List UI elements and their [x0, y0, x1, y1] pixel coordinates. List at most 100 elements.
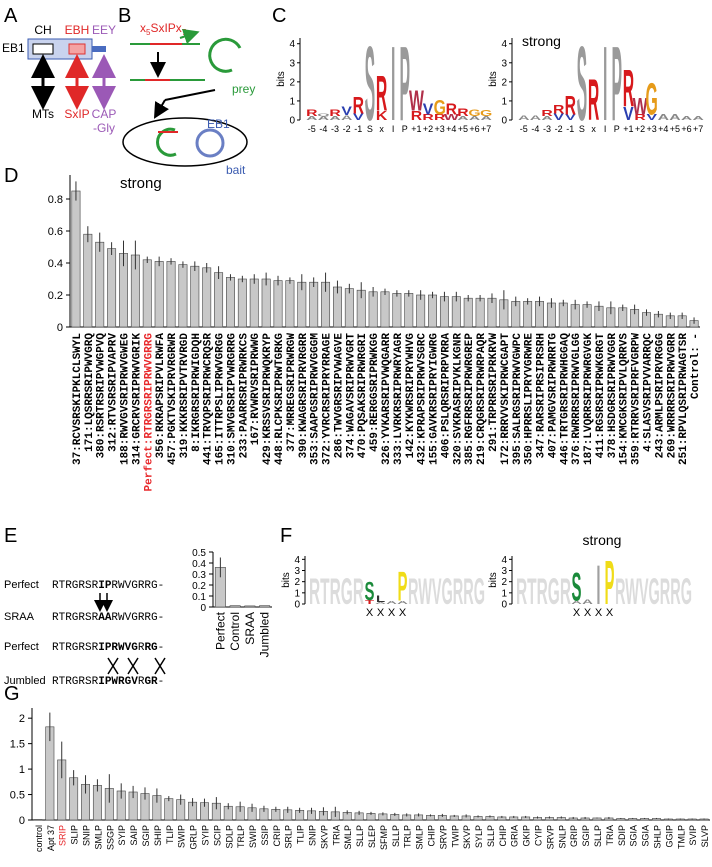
y-tick-label: 0.2: [48, 290, 63, 302]
y-tick-label: 0: [200, 603, 206, 614]
sequence-part: RWVGRRG-: [111, 612, 164, 624]
background-sequence: RWVGRRG: [615, 570, 692, 612]
bar: [368, 291, 378, 328]
position-label: +3: [435, 124, 445, 134]
position-label: I: [604, 124, 607, 134]
position-label: -1: [354, 124, 362, 134]
x-tick-label: GGIP: [664, 825, 674, 848]
logo-letter: S: [365, 577, 375, 607]
x-tick-label: SWIP: [177, 825, 187, 848]
ebh-domain: [68, 43, 86, 55]
logo-letter: I: [596, 553, 600, 616]
x-tick-label: 353:SAAPGSRIPRWVGGGM: [310, 333, 322, 465]
sequence-part: R: [138, 642, 145, 654]
sequence: RTRGRSRIPRWVGRRG-: [52, 580, 164, 592]
y-tick-label: 0: [289, 116, 295, 127]
logo-letter: V: [341, 104, 352, 118]
x-tick-label: SKVP: [462, 825, 472, 849]
x-tick-label: SRVP: [545, 825, 555, 849]
bar: [244, 605, 256, 608]
logo-letter: A: [681, 115, 693, 121]
logo-letter: R: [376, 65, 387, 122]
bait-label: bait: [226, 163, 246, 177]
x-tick-label: 320:SVKRASRIPVKLKGNR: [452, 333, 464, 465]
mutation-marks: [94, 593, 166, 675]
logo-letter: R: [411, 109, 423, 124]
x-tick-label: SLVP: [700, 825, 710, 847]
x-tick-label: 319:KKKRSRIPVTRVRGD: [179, 333, 191, 459]
x-tick-label: 188:RWVGVSRIPRWVGWEG: [119, 333, 131, 465]
y-tick-label: 4: [294, 555, 300, 566]
x-tick-label: SCIP: [212, 825, 222, 846]
x-tick-label: TRLP: [403, 825, 413, 848]
x-tick-label: 314:GRCRVSRIPRWVGRIK: [131, 333, 143, 465]
bar: [392, 293, 402, 328]
y-tick-label: 0: [294, 600, 300, 611]
x-tick-label: TLIP: [296, 825, 306, 844]
logo-letter: R: [588, 68, 599, 134]
x-tick-label: SGIP: [141, 825, 151, 847]
chart-title: strong: [120, 175, 162, 192]
x-tick-label: 380:RSRTRSRIPVWGPVQ: [96, 333, 108, 459]
position-label: +7: [481, 124, 491, 134]
x-tick-label: TRLP: [236, 825, 246, 848]
x-tick-label: 406:PSLQRSRIPRPVRRA: [440, 333, 452, 459]
bar: [475, 297, 485, 328]
x-tick-label: Perfect:RTRGRSRIPRWVGRRG: [143, 333, 155, 492]
x-tick-label: 372:YVRCRSRIPRYRRAGE: [322, 333, 334, 465]
bait-protein: EB1: [207, 117, 230, 131]
x-tick-label: 470:PQSAKSRIPRWRGRI: [357, 333, 369, 458]
x-tick-label: SRLP: [284, 825, 294, 849]
position-label: +2: [423, 124, 433, 134]
panel-label: F: [280, 525, 292, 547]
logo-letter: A: [571, 600, 582, 605]
y-tick-label: 0.8: [48, 194, 63, 206]
x-tick-label: Jumbled: [258, 612, 272, 657]
x-tick-label: 333:LVRKRSRIPRWRYAGR: [393, 333, 405, 465]
x-tick-label: SLLP: [391, 825, 401, 847]
sequence-part: R: [138, 676, 145, 688]
x-tick-label: SLLP: [486, 825, 496, 847]
logo-letter: V: [353, 111, 364, 122]
bar: [380, 291, 390, 328]
x-tick-label: 251:RPVLQSRIPRWAGTSR: [678, 333, 690, 465]
x-tick-label: SRVP: [438, 825, 448, 849]
partner-label: MTs: [32, 107, 54, 121]
panel-label: A: [4, 5, 18, 27]
logo-letter: R: [565, 90, 577, 120]
y-tick-label: 0: [19, 815, 25, 827]
y-tick-label: 2: [294, 577, 300, 588]
position-label: +3: [647, 124, 657, 134]
y-tick-label: 4: [501, 555, 507, 566]
logo-letter: R: [623, 61, 634, 119]
x-tick-label: SNIP: [308, 825, 318, 846]
x-tick-label: 187:LVQRRSRIPRWRGVGK: [583, 333, 595, 465]
prey-label: prey: [232, 82, 255, 96]
bar: [261, 278, 271, 328]
y-tick-label: 1: [501, 588, 507, 599]
sequence-part: -: [158, 676, 165, 688]
logo-letter: V: [423, 101, 434, 118]
x-tick-label: SFMP: [379, 825, 389, 850]
position-label: -4: [531, 124, 539, 134]
x-tick-label: TWIP: [450, 825, 460, 848]
bar: [582, 304, 592, 328]
x-tick-label: CYIP: [534, 825, 544, 846]
bar: [558, 302, 568, 328]
y-tick-label: 3: [501, 566, 507, 577]
x-tick-label: 390:KWAGRSRIPRVRGRR: [298, 333, 310, 459]
logo-letter: W: [409, 84, 424, 116]
panel-label: G: [4, 683, 20, 705]
y-tick-label: 0.2: [192, 581, 206, 592]
bar: [273, 280, 283, 328]
bar: [190, 265, 200, 328]
logo-letter: R: [457, 107, 469, 119]
y-axis-label: bits: [276, 71, 287, 87]
bar: [428, 294, 438, 328]
y-tick-label: 0.5: [192, 548, 206, 559]
bar: [309, 281, 319, 328]
x-tick-label: SLLP: [355, 825, 365, 847]
position-label: x: [591, 124, 596, 134]
logo-letter: A: [530, 114, 542, 122]
position-label: +1: [411, 124, 421, 134]
